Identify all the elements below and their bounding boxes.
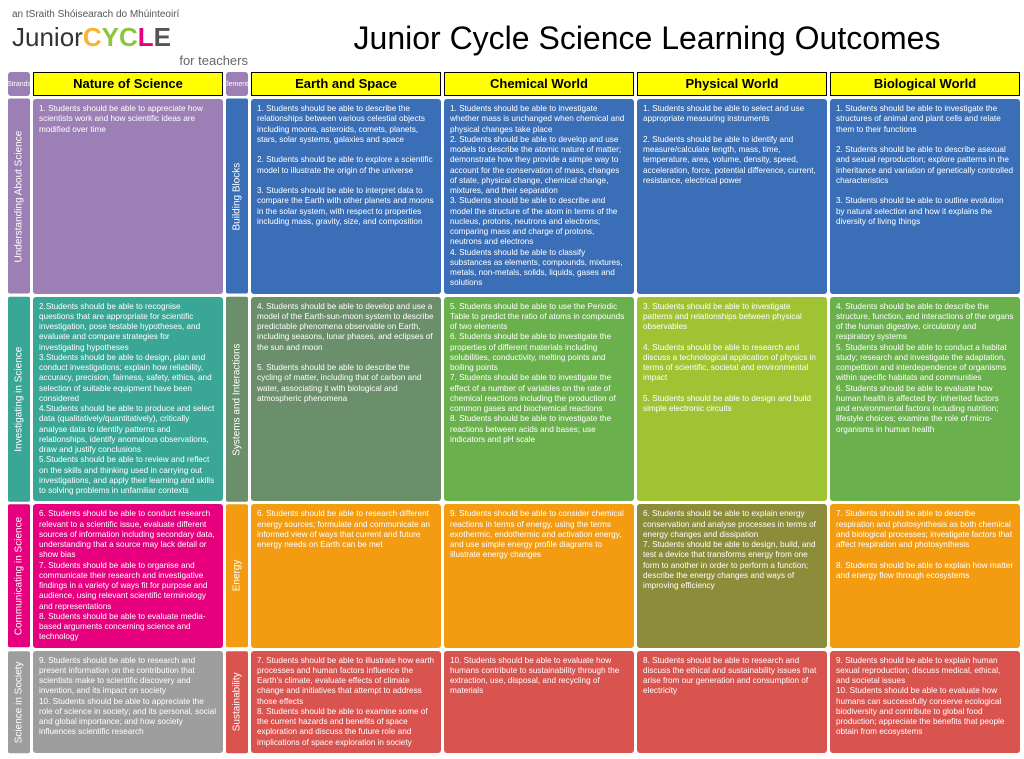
es-en: 6. Students should be able to research d… [251, 504, 441, 647]
cw-en: 9. Students should be able to consider c… [444, 504, 634, 647]
row-si: Systems and Interactions [226, 297, 248, 502]
row-sis: Science in Society [8, 651, 30, 753]
cw-su: 10. Students should be able to evaluate … [444, 651, 634, 753]
elements-arrow: Elements [226, 72, 248, 96]
col-nos: Nature of Science [33, 72, 223, 96]
pw-su: 8. Students should be able to research a… [637, 651, 827, 753]
es-su: 7. Students should be able to illustrate… [251, 651, 441, 753]
es-si: 4. Students should be able to develop an… [251, 297, 441, 502]
bw-bb: 1. Students should be able to investigat… [830, 99, 1020, 294]
pw-si: 3. Students should be able to investigat… [637, 297, 827, 502]
bw-si: 4. Students should be able to describe t… [830, 297, 1020, 502]
pw-en: 6. Students should be able to explain en… [637, 504, 827, 647]
nos-cis: 6. Students should be able to conduct re… [33, 504, 223, 647]
page-title: Junior Cycle Science Learning Outcomes [262, 20, 1012, 57]
header: an tSraith Shóisearach do Mhúinteoirí Ju… [0, 0, 1024, 72]
row-su: Sustainability [226, 651, 248, 753]
logo-sub: for teachers [12, 53, 262, 68]
col-es: Earth and Space [251, 72, 441, 96]
row-en: Energy [226, 504, 248, 647]
bw-su: 9. Students should be able to explain hu… [830, 651, 1020, 753]
nos-iis: 2.Students should be able to recognise q… [33, 297, 223, 502]
col-bw: Biological World [830, 72, 1020, 96]
row-uas: Understanding About Science [8, 99, 30, 294]
row-iis: Investigating in Science [8, 297, 30, 502]
row-bb: Building Blocks [226, 99, 248, 294]
cw-si: 5. Students should be able to use the Pe… [444, 297, 634, 502]
es-bb: 1. Students should be able to describe t… [251, 99, 441, 294]
bw-en: 7. Students should be able to describe r… [830, 504, 1020, 647]
logo-block: an tSraith Shóisearach do Mhúinteoirí Ju… [12, 9, 262, 68]
col-cw: Chemical World [444, 72, 634, 96]
cw-bb: 1. Students should be able to investigat… [444, 99, 634, 294]
col-pw: Physical World [637, 72, 827, 96]
pw-bb: 1. Students should be able to select and… [637, 99, 827, 294]
nos-sis: 9. Students should be able to research a… [33, 651, 223, 753]
strands-arrow: Strands [8, 72, 30, 96]
row-cis: Communicating in Science [8, 504, 30, 647]
nos-uas: 1. Students should be able to appreciate… [33, 99, 223, 294]
outcomes-grid: Strands Nature of Science Elements Earth… [0, 72, 1024, 759]
tagline: an tSraith Shóisearach do Mhúinteoirí [12, 9, 262, 20]
logo: JuniorCYCLE [12, 22, 262, 53]
